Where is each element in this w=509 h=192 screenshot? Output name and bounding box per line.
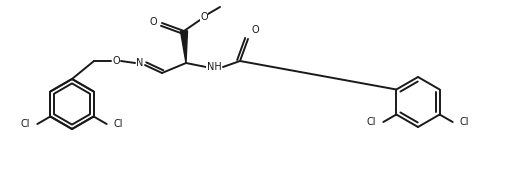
Text: O: O [200,12,207,22]
Text: O: O [251,25,259,35]
Text: NH: NH [206,62,221,72]
Polygon shape [180,31,187,63]
Text: Cl: Cl [366,117,376,127]
Text: Cl: Cl [21,119,31,129]
Text: Cl: Cl [114,119,123,129]
Text: O: O [149,17,157,27]
Text: N: N [136,58,144,68]
Text: O: O [112,56,120,66]
Text: Cl: Cl [459,117,468,127]
